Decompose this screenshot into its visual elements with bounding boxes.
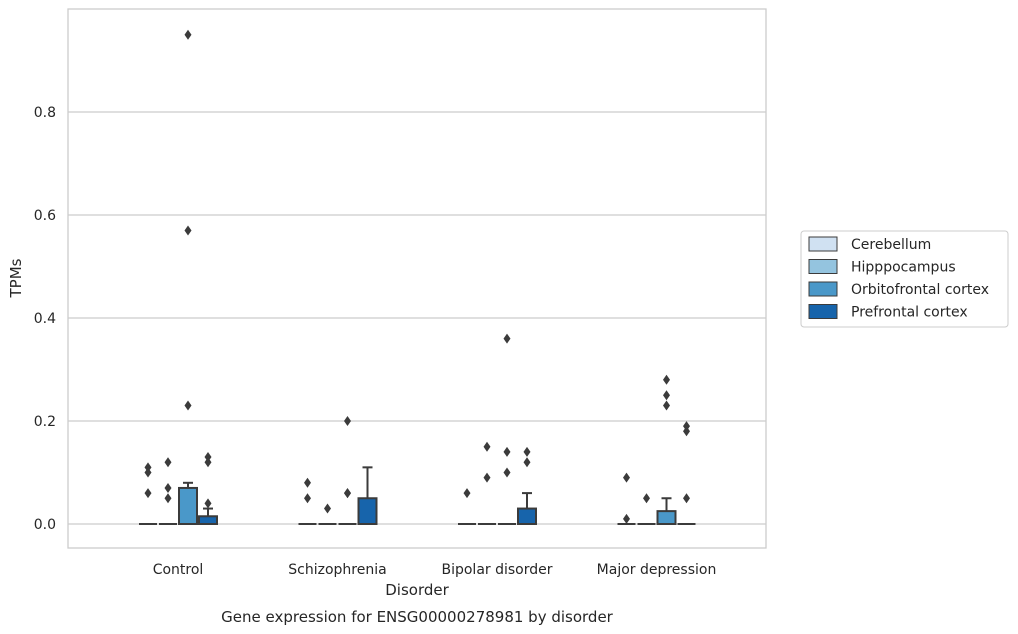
outlier-point: [623, 472, 630, 483]
legend-label: Prefrontal cortex: [851, 305, 968, 321]
outlier-point: [463, 488, 471, 499]
box: [517, 507, 537, 525]
outlier-point: [144, 488, 152, 499]
legend-item: Prefrontal cortex: [808, 304, 968, 321]
outlier-point: [683, 493, 690, 504]
outlier-point: [503, 446, 511, 457]
outlier-point: [204, 457, 212, 468]
legend-swatch: [808, 281, 838, 297]
outlier-point: [683, 421, 690, 432]
y-tick-label: 0.8: [34, 105, 56, 121]
outlier-point: [663, 390, 670, 401]
legend-label: Hipppocampus: [851, 260, 956, 276]
series-cerebellum: [139, 462, 636, 525]
chart-caption: Gene expression for ENSG00000278981 by d…: [221, 608, 614, 626]
outlier-point: [184, 225, 192, 236]
plot-frame: [67, 8, 767, 549]
y-tick-label: 0.4: [34, 311, 56, 327]
x-tick-label: Schizophrenia: [288, 562, 386, 578]
x-tick-label: Bipolar disorder: [441, 562, 552, 578]
legend-swatch: [808, 236, 838, 252]
box: [178, 486, 198, 526]
outlier-point: [304, 477, 311, 488]
outlier-point: [184, 400, 192, 411]
y-axis-ticks: 0.0 0.2 0.4 0.6 0.8: [34, 105, 56, 533]
series-hipppocampus: [159, 441, 656, 525]
outlier-point: [204, 452, 212, 463]
outlier-point: [483, 441, 491, 452]
legend-item: Hipppocampus: [808, 259, 956, 276]
y-tick-label: 0.6: [34, 208, 56, 224]
y-tick-label: 0.0: [34, 517, 56, 533]
outlier-point: [683, 426, 690, 437]
y-axis-label: TPMs: [7, 258, 25, 298]
outlier-point: [184, 29, 192, 40]
outlier-point: [523, 446, 531, 457]
gridlines: [68, 111, 766, 525]
legend-label: Orbitofrontal cortex: [851, 282, 989, 298]
legend-swatch: [808, 259, 838, 274]
x-tick-label: Control: [153, 562, 204, 578]
series-prefrontal-cortex: [198, 421, 696, 526]
outlier-point: [324, 503, 331, 514]
outlier-point: [623, 513, 630, 524]
legend-label: Cerebellum: [851, 237, 931, 253]
outlier-point: [164, 482, 172, 493]
x-axis-ticks: Control Schizophrenia Bipolar disorder Majo…: [153, 562, 717, 578]
outlier-point: [204, 498, 212, 509]
outlier-point: [164, 457, 172, 468]
y-tick-label: 0.2: [34, 414, 56, 430]
outlier-point: [643, 493, 650, 504]
legend-item: Cerebellum: [808, 236, 931, 253]
series-orbitofrontal-cortex: [178, 29, 677, 526]
outlier-point: [304, 493, 311, 504]
box: [656, 510, 677, 525]
box: [198, 515, 218, 526]
outlier-point: [344, 488, 351, 499]
outlier-point: [164, 493, 172, 504]
box: [357, 497, 378, 525]
outlier-point: [503, 333, 511, 344]
box-series: [139, 29, 696, 526]
outlier-point: [523, 457, 531, 468]
outlier-point: [663, 374, 670, 385]
outlier-point: [344, 416, 351, 426]
legend-frame: [800, 230, 1009, 328]
x-tick-label: Major depression: [597, 562, 717, 578]
legend-swatch: [808, 304, 838, 319]
legend-item: Orbitofrontal cortex: [808, 281, 989, 298]
outlier-point: [663, 400, 670, 411]
outlier-point: [144, 462, 152, 473]
legend: Cerebellum Hipppocampus Orbitofrontal cort…: [800, 230, 1009, 328]
outlier-point: [483, 472, 491, 483]
x-axis-label: Disorder: [385, 581, 449, 599]
outlier-point: [503, 467, 511, 478]
outlier-point: [144, 467, 152, 478]
